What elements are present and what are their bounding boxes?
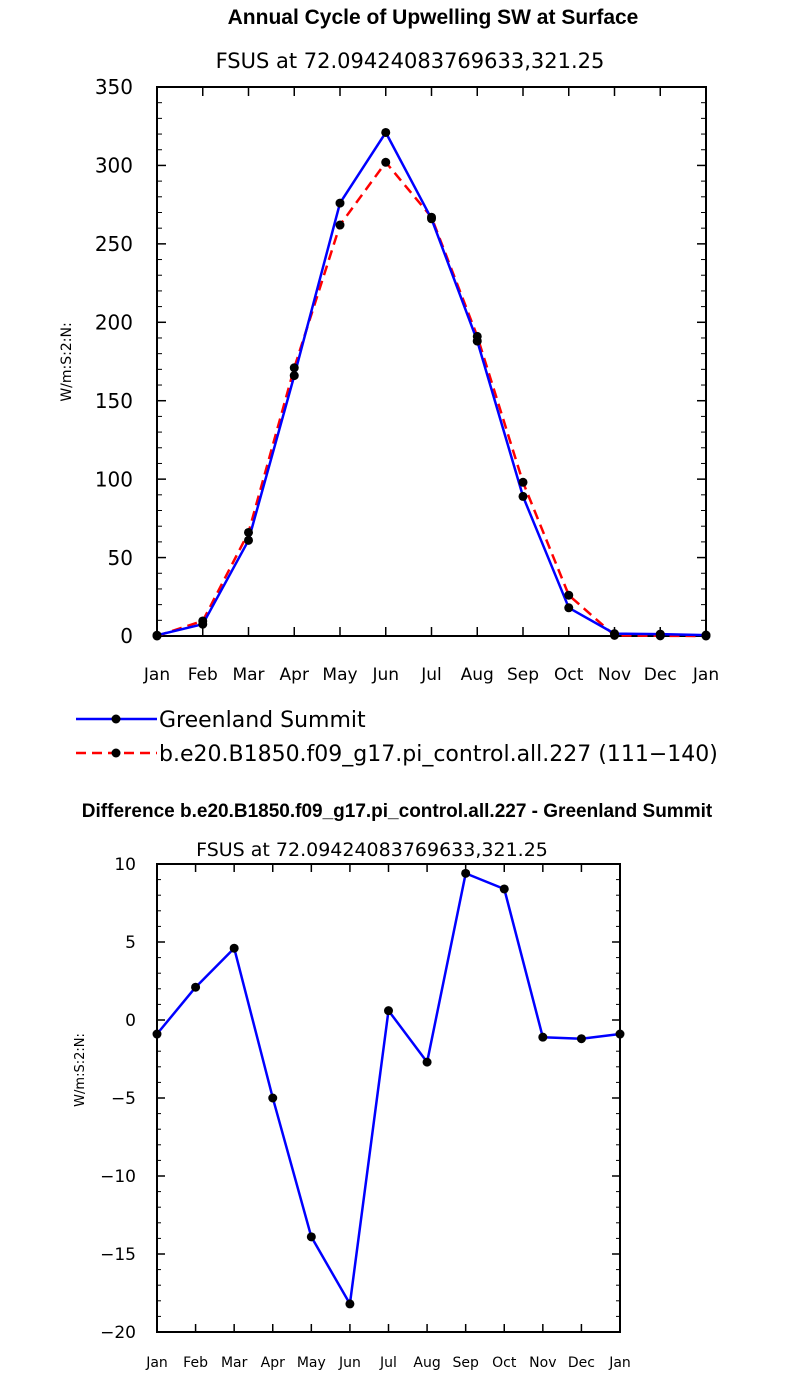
data-point-series-0: [229, 943, 239, 953]
data-point-series-1: [518, 477, 528, 487]
data-point-series-0: [615, 1029, 625, 1039]
y-tick-label: −5: [111, 1089, 136, 1109]
y-tick-label: 0: [125, 1011, 136, 1031]
x-tick-label: Nov: [529, 1355, 556, 1371]
x-tick-label: Jul: [420, 665, 442, 685]
y-tick-label: 250: [95, 232, 133, 256]
series-line-0: [156, 872, 621, 1306]
annual-cycle-chart: Annual Cycle of Upwelling SW at Surface …: [59, 6, 719, 767]
data-point-series-0: [381, 127, 391, 137]
y-tick-label: 300: [95, 154, 133, 178]
x-tick-label: Jun: [338, 1355, 361, 1371]
data-point-series-1: [564, 590, 574, 600]
data-point-series-0: [198, 619, 208, 629]
data-point-series-1: [381, 157, 391, 167]
chart-subtitle: FSUS at 72.09424083769633,321.25: [196, 839, 548, 861]
y-axis-label: W/m:S:2:N:: [59, 322, 75, 401]
data-point-series-0: [268, 1093, 278, 1103]
y-tick-label: 0: [120, 624, 133, 648]
data-point-series-0: [152, 1029, 162, 1039]
plot-frame: [156, 863, 621, 1333]
x-tick-label: Feb: [188, 665, 218, 685]
x-tick-label: Nov: [598, 665, 631, 685]
legend-marker-model: [111, 748, 121, 758]
x-tick-label: Jan: [143, 665, 170, 685]
y-tick-label: 150: [95, 389, 133, 413]
plot-frame: [156, 86, 707, 637]
data-point-series-0: [538, 1032, 548, 1042]
data-point-series-0: [306, 1232, 316, 1242]
series-line-1: [156, 161, 707, 638]
chart-subtitle: FSUS at 72.09424083769633,321.25: [216, 49, 605, 73]
series-line-0: [156, 131, 707, 637]
chart-title: Difference b.e20.B1850.f09_g17.pi_contro…: [82, 801, 713, 822]
x-tick-label: Aug: [413, 1355, 440, 1371]
y-tick-label: 350: [95, 75, 133, 99]
data-point-series-0: [655, 629, 665, 639]
difference-chart: Difference b.e20.B1850.f09_g17.pi_contro…: [73, 801, 713, 1371]
x-tick-label: Sep: [507, 665, 539, 685]
x-tick-label: Apr: [280, 665, 309, 685]
x-tick-label: Jan: [145, 1355, 168, 1371]
data-point-series-0: [289, 371, 299, 381]
y-tick-label: 5: [125, 933, 136, 953]
legend: Greenland Summit b.e20.B1850.f09_g17.pi_…: [76, 708, 718, 767]
data-point-series-0: [427, 214, 436, 224]
legend-marker-greenland-summit: [111, 714, 121, 724]
data-point-series-0: [335, 198, 345, 208]
data-point-series-0: [422, 1057, 432, 1067]
x-tick-label: Sep: [452, 1355, 479, 1371]
data-point-series-1: [335, 220, 345, 230]
chart-title: Annual Cycle of Upwelling SW at Surface: [228, 6, 639, 29]
x-tick-label: Feb: [183, 1355, 208, 1371]
y-tick-label: −20: [100, 1323, 136, 1343]
y-tick-label: 10: [114, 855, 136, 875]
data-point-series-0: [518, 491, 528, 501]
data-point-series-0: [152, 630, 162, 640]
data-point-series-0: [564, 603, 574, 613]
x-tick-label: Apr: [261, 1355, 285, 1371]
legend-label-greenland-summit: Greenland Summit: [159, 708, 366, 733]
y-tick-label: −15: [100, 1245, 136, 1265]
y-tick-label: 100: [95, 467, 133, 491]
y-tick-label: −10: [100, 1167, 136, 1187]
data-point-series-0: [244, 535, 253, 545]
y-tick-label: 50: [108, 546, 133, 570]
x-tick-label: Dec: [568, 1355, 595, 1371]
x-tick-label: Jan: [692, 665, 719, 685]
data-point-series-0: [345, 1299, 355, 1309]
data-point-series-0: [461, 868, 471, 878]
y-axis-label: W/m:S:2:N:: [73, 1033, 88, 1107]
data-point-series-0: [576, 1034, 586, 1044]
x-tick-label: Aug: [461, 665, 494, 685]
data-point-series-1: [289, 363, 299, 373]
y-tick-label: 200: [95, 310, 133, 334]
x-tick-label: May: [322, 665, 357, 685]
plot-area: Jan Feb Mar Apr May Jun Jul Aug Sep Oct Nov Dec Jan−…: [100, 855, 631, 1371]
data-point-series-1: [244, 527, 253, 537]
data-point-series-0: [384, 1006, 393, 1016]
x-tick-label: Jun: [371, 665, 399, 685]
x-tick-label: Mar: [232, 665, 264, 685]
x-tick-label: Jan: [608, 1355, 631, 1371]
data-point-series-0: [472, 336, 482, 346]
x-tick-label: Mar: [221, 1355, 248, 1371]
data-point-series-0: [701, 630, 711, 640]
x-tick-label: Jul: [379, 1355, 397, 1371]
plot-area: Jan Feb Mar Apr May Jun Jul Aug Sep Oct Nov Dec Jan 0…: [95, 75, 719, 685]
x-tick-label: May: [297, 1355, 326, 1371]
legend-label-model: b.e20.B1850.f09_g17.pi_control.all.227 (…: [159, 742, 718, 767]
data-point-series-0: [610, 629, 619, 639]
data-point-series-0: [499, 884, 509, 894]
x-tick-label: Oct: [492, 1355, 517, 1371]
x-tick-label: Oct: [554, 665, 584, 685]
x-tick-label: Dec: [644, 665, 677, 685]
data-point-series-0: [191, 982, 201, 992]
